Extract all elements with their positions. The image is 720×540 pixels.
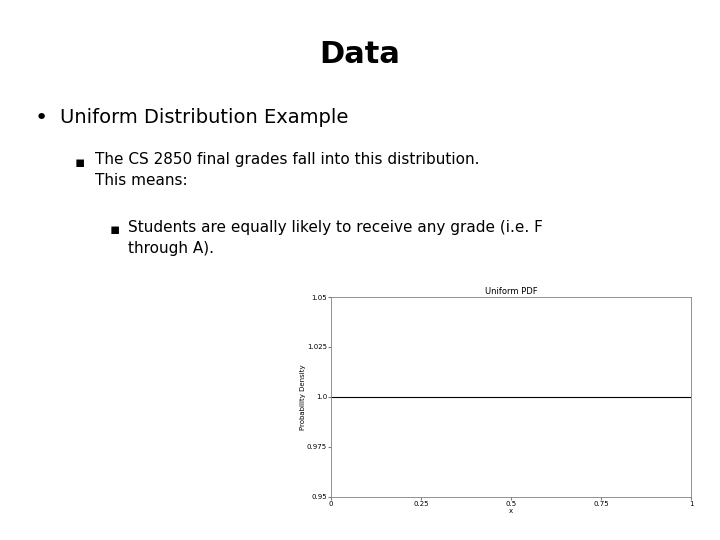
Text: •: • [35, 108, 48, 128]
Text: ▪: ▪ [110, 222, 120, 237]
Y-axis label: Probability Density: Probability Density [300, 364, 305, 430]
Text: Data: Data [320, 40, 400, 69]
Text: Students are equally likely to receive any grade (i.e. F
through A).: Students are equally likely to receive a… [128, 220, 543, 256]
Text: The CS 2850 final grades fall into this distribution.
This means:: The CS 2850 final grades fall into this … [95, 152, 480, 188]
Text: Uniform Distribution Example: Uniform Distribution Example [60, 108, 348, 127]
X-axis label: x: x [509, 508, 513, 515]
Text: ▪: ▪ [75, 155, 86, 170]
Title: Uniform PDF: Uniform PDF [485, 287, 538, 296]
